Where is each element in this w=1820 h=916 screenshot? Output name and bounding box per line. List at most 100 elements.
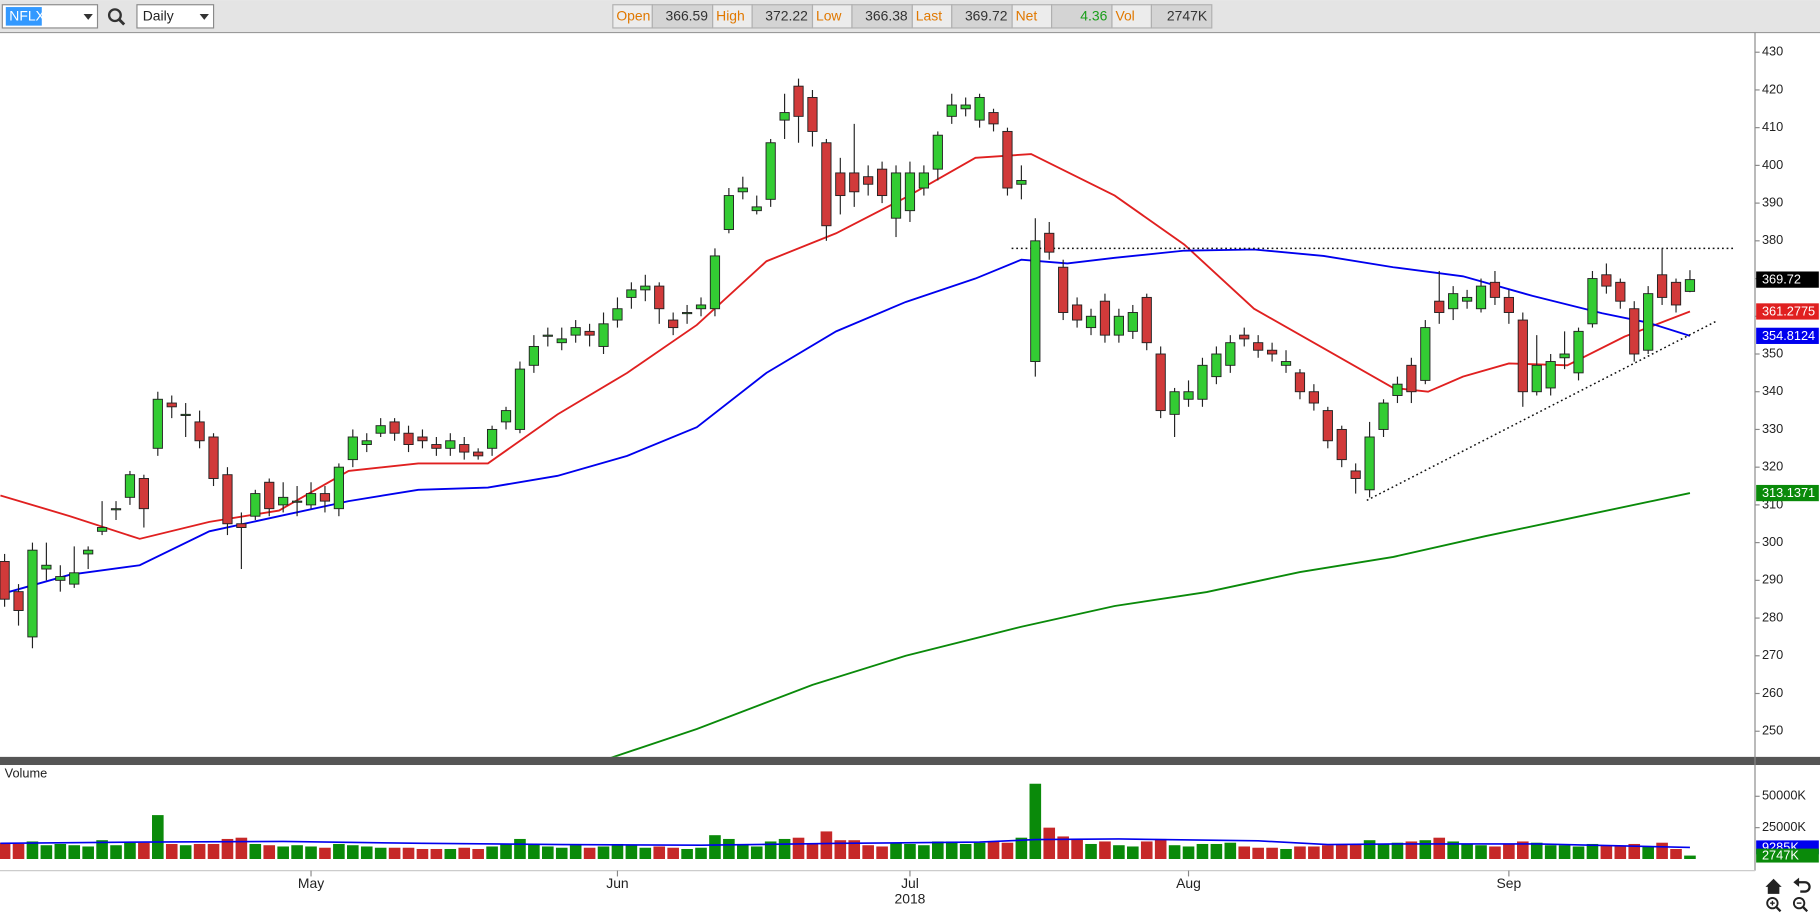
y-tick-label: 390 — [1762, 194, 1783, 209]
candle-body — [319, 493, 331, 502]
volume-bar — [1085, 843, 1097, 860]
y-tick-label: 250 — [1762, 723, 1783, 738]
candle-body — [69, 572, 80, 585]
volume-bar — [778, 838, 791, 860]
volume-bar — [416, 848, 429, 860]
candle-body — [1058, 266, 1069, 313]
candle-body — [709, 255, 721, 310]
volume-bar — [277, 846, 289, 860]
volume-bar — [1266, 847, 1278, 860]
zoom-in-button[interactable] — [1766, 896, 1782, 913]
y-tick-label: 400 — [1762, 157, 1783, 172]
zoom-out-button[interactable] — [1792, 896, 1809, 913]
candle-body — [1670, 281, 1682, 306]
y-tick-label: 350 — [1762, 345, 1783, 360]
volume-bar — [1405, 841, 1418, 860]
volume-bar — [179, 845, 192, 860]
volume-bar — [764, 841, 777, 860]
candle-body — [27, 549, 38, 638]
volume-bar — [862, 845, 874, 860]
volume-bar — [1294, 846, 1306, 860]
quote-value: 372.22 — [765, 8, 808, 24]
volume-bar — [374, 847, 387, 860]
volume-bar — [458, 847, 471, 860]
candle-body — [1559, 353, 1570, 359]
candle-body — [681, 312, 693, 315]
candle-body — [1183, 391, 1194, 400]
candle-body — [1434, 300, 1445, 313]
candle-body — [1573, 330, 1584, 374]
candle-body — [1406, 364, 1417, 393]
volume-bar — [904, 843, 916, 860]
volume-bar — [1544, 845, 1557, 860]
volume-bar — [1322, 845, 1334, 860]
volume-bar — [792, 837, 805, 860]
candle-body — [1239, 334, 1250, 340]
interval-dropdown[interactable] — [199, 14, 209, 20]
search-icon[interactable] — [107, 8, 126, 26]
candle-body — [13, 591, 24, 611]
home-button[interactable] — [1765, 878, 1782, 894]
candle-body — [1336, 428, 1347, 461]
candle-body — [1350, 470, 1361, 479]
candle-body — [264, 481, 275, 510]
volume-bar — [165, 843, 178, 860]
candle-body — [375, 425, 386, 434]
volume-bar — [40, 845, 53, 860]
volume-bar — [1196, 843, 1209, 860]
volume-bar — [82, 846, 94, 860]
symbol-dropdown[interactable] — [83, 14, 93, 20]
candle-body — [194, 421, 205, 442]
volume-bar — [918, 845, 930, 860]
volume-bar — [360, 846, 373, 860]
candle-body — [918, 172, 929, 189]
volume-bar — [890, 842, 902, 860]
candle-body — [486, 428, 498, 449]
volume-bar — [430, 848, 443, 860]
volume-bar — [1558, 845, 1571, 860]
candle-body — [1684, 279, 1696, 292]
volume-bar — [54, 843, 67, 860]
interval-select[interactable] — [136, 4, 215, 29]
volume-bar — [333, 843, 345, 860]
volume-bar — [388, 847, 401, 860]
y-tick-label: 290 — [1762, 572, 1783, 587]
volume-bar — [528, 843, 540, 860]
candle-body — [528, 345, 539, 366]
candle-body — [1211, 353, 1222, 378]
undo-button[interactable] — [1793, 877, 1811, 893]
volume-bar — [987, 841, 1000, 860]
candle-body — [584, 330, 595, 336]
y-tick-label: 300 — [1762, 534, 1783, 549]
interval-text: Daily — [143, 8, 174, 24]
candle-body — [110, 508, 122, 511]
volume-bar — [583, 847, 596, 860]
volume-bar — [597, 846, 610, 860]
value-box-label: 313.1371 — [1762, 485, 1815, 500]
volume-bar — [1057, 836, 1069, 860]
volume-bar — [625, 845, 638, 860]
candle-body — [333, 466, 344, 510]
candle-body — [807, 97, 818, 132]
candle-body — [403, 432, 414, 445]
volume-bar — [0, 842, 11, 860]
price-plot — [0, 78, 1736, 757]
volume-bar — [1517, 841, 1529, 860]
volume-bar — [1099, 841, 1111, 860]
candle-body — [1601, 274, 1612, 287]
candle-body — [1615, 281, 1626, 302]
volume-bar — [1029, 783, 1042, 860]
candle-body — [1392, 383, 1403, 396]
candle-body — [1629, 308, 1640, 355]
trendline — [1366, 319, 1719, 502]
volume-bar — [1377, 843, 1390, 860]
price-pane: 2502602702802903003103203303403503603703… — [0, 44, 1819, 757]
candle-body — [514, 368, 526, 430]
candle-body — [1085, 315, 1097, 329]
candle-body — [1656, 274, 1668, 298]
quote-value: 2747K — [1167, 8, 1208, 24]
candle-body — [1517, 319, 1528, 393]
volume-bar — [1224, 842, 1237, 860]
